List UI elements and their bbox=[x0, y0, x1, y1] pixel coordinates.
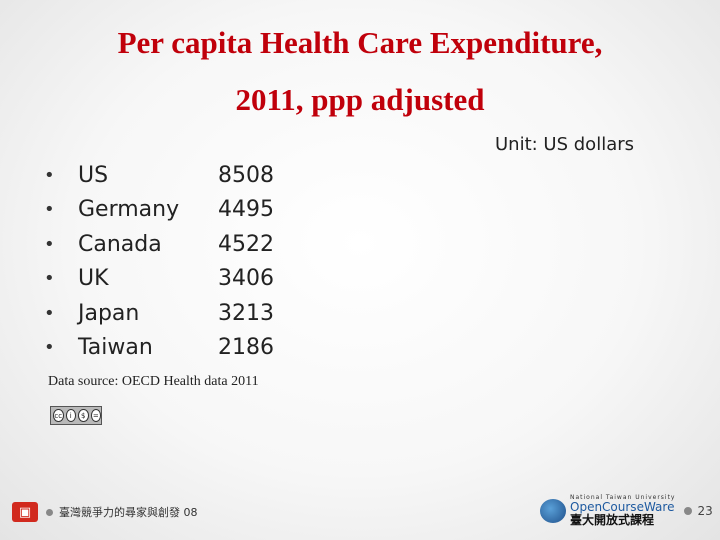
footer-right: National Taiwan University OpenCourseWar… bbox=[540, 494, 713, 527]
ocw-university-text: National Taiwan University bbox=[570, 494, 676, 501]
country-name: Germany bbox=[78, 197, 180, 223]
list-item: • Germany 4495 bbox=[44, 193, 444, 228]
country-name: Taiwan bbox=[78, 335, 153, 361]
ocw-chinese-name: 臺大開放式課程 bbox=[570, 513, 655, 527]
bullet-icon: • bbox=[44, 268, 55, 290]
noncommercial-icon: $ bbox=[78, 409, 89, 422]
bullet-icon: • bbox=[44, 199, 55, 221]
ocw-name-text: OpenCourseWare bbox=[570, 500, 675, 514]
bullet-icon: • bbox=[44, 164, 55, 186]
bullet-icon: • bbox=[44, 302, 55, 324]
expenditure-value: 4495 bbox=[218, 197, 274, 223]
expenditure-list: • US 8508 • Germany 4495 • Canada 4522 •… bbox=[44, 158, 444, 365]
ntu-ocw-logo-icon bbox=[540, 498, 566, 523]
list-item: • Japan 3213 bbox=[44, 296, 444, 331]
list-item: • UK 3406 bbox=[44, 262, 444, 297]
expenditure-value: 3213 bbox=[218, 300, 274, 326]
expenditure-value: 4522 bbox=[218, 231, 274, 257]
creative-commons-icon: cc bbox=[53, 409, 64, 422]
noderivatives-icon: = bbox=[90, 409, 101, 422]
data-source-note: Data source: OECD Health data 2011 bbox=[48, 374, 259, 389]
country-name: US bbox=[78, 162, 109, 188]
expenditure-value: 2186 bbox=[218, 335, 274, 361]
ocw-logo-text: National Taiwan University OpenCourseWar… bbox=[570, 494, 676, 527]
page-number: 23 bbox=[697, 503, 713, 518]
footer-left: ▣ 臺灣競爭力的尋家與創發 08 bbox=[12, 502, 198, 522]
list-item: • Taiwan 2186 bbox=[44, 331, 444, 366]
course-title: 臺灣競爭力的尋家與創發 08 bbox=[59, 506, 198, 519]
course-logo-icon: ▣ bbox=[12, 502, 38, 522]
bullet-icon: • bbox=[44, 233, 55, 255]
expenditure-value: 8508 bbox=[218, 162, 274, 188]
country-name: Japan bbox=[78, 300, 140, 326]
list-item: • US 8508 bbox=[44, 158, 444, 193]
bullet-icon: • bbox=[44, 337, 55, 359]
expenditure-value: 3406 bbox=[218, 266, 274, 292]
footer-dot bbox=[46, 508, 53, 516]
slide-title-line1: Per capita Health Care Expenditure, bbox=[117, 25, 603, 60]
attribution-icon: i bbox=[65, 409, 76, 422]
page-number-dot bbox=[683, 506, 692, 515]
list-item: • Canada 4522 bbox=[44, 227, 444, 262]
country-name: UK bbox=[78, 266, 109, 292]
creative-commons-license-badge[interactable]: cc i $ = bbox=[50, 406, 102, 425]
slide-title-line2: 2011, ppp adjusted bbox=[235, 82, 485, 117]
country-name: Canada bbox=[78, 231, 162, 257]
unit-label: Unit: US dollars bbox=[495, 134, 634, 155]
